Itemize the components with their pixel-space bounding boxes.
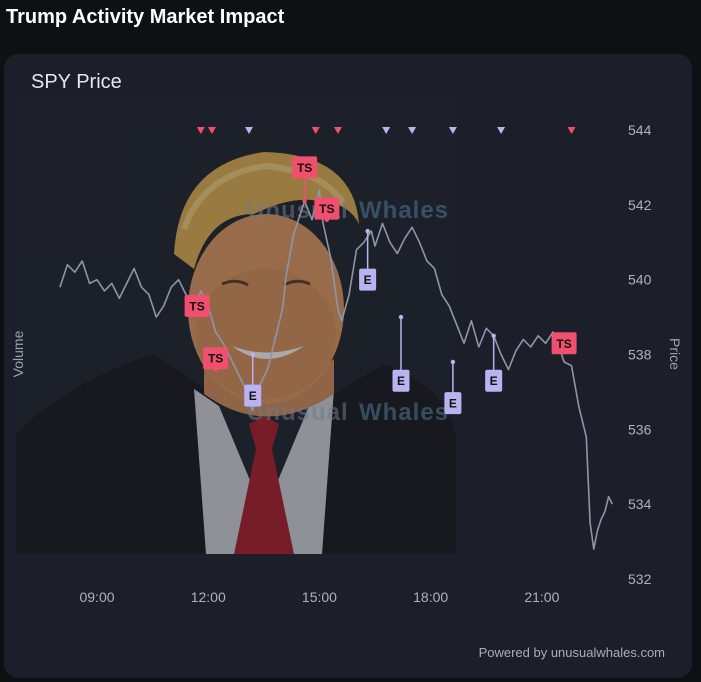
e-event-badge[interactable]: E (244, 352, 262, 407)
ts-marker-triangle[interactable] (207, 127, 216, 134)
event-badge-box (244, 384, 262, 407)
event-badge-box (184, 294, 210, 317)
ts-marker-triangle[interactable] (333, 127, 342, 134)
x-tick-label: 21:00 (524, 589, 559, 605)
ts-marker-triangle[interactable] (196, 127, 205, 134)
x-tick-label: 15:00 (302, 589, 337, 605)
x-tick-label: 09:00 (79, 589, 114, 605)
y-tick-label: 540 (628, 272, 652, 288)
y-tick-label: 544 (628, 122, 652, 138)
event-point (450, 359, 456, 365)
watermark-whales-top: Whales (359, 197, 449, 224)
e-marker-triangle[interactable] (382, 127, 391, 134)
event-badge-label: TS (189, 299, 204, 313)
event-badge-box (359, 268, 377, 291)
chart-card: Unusual Whales Unusual Whales Volume Pri… (4, 54, 692, 678)
event-badge-label: TS (208, 352, 223, 366)
event-point (398, 314, 404, 320)
event-badge-label: TS (297, 161, 312, 175)
ts-event-badge[interactable]: TS (292, 156, 318, 204)
y-tick-label: 536 (628, 421, 652, 437)
event-badge-box (485, 369, 503, 392)
e-marker-triangle[interactable] (448, 127, 457, 134)
event-badge-box (444, 392, 462, 415)
x-tick-label: 12:00 (191, 589, 226, 605)
event-badge-label: E (249, 389, 257, 403)
ts-event-badge[interactable]: TS (314, 197, 340, 222)
event-badges: TS TS E TS TS E E E E TS (184, 156, 577, 415)
price-line-group (59, 189, 614, 550)
spy-price-chart: Unusual Whales Unusual Whales Volume Pri… (10, 94, 683, 605)
ts-event-badge[interactable]: TS (184, 294, 210, 317)
y-tick-label: 532 (628, 571, 652, 587)
watermark-whales-bottom: Whales (359, 399, 449, 426)
chart-title: SPY Price (31, 71, 122, 93)
event-badge-label: TS (556, 337, 571, 351)
spy-price-line (59, 189, 614, 550)
event-badge-box (203, 347, 229, 370)
event-badge-label: E (449, 397, 457, 411)
trump-photo-image (16, 94, 456, 554)
y-axis-ticks: 532 534 536 538 540 542 544 (628, 122, 652, 587)
x-tick-label: 18:00 (413, 589, 448, 605)
ts-event-badge[interactable]: TS (203, 347, 229, 372)
event-badge-label: E (364, 273, 372, 287)
powered-by-footer[interactable]: Powered by unusualwhales.com (478, 645, 665, 660)
event-badge-box (314, 197, 340, 220)
event-point (491, 333, 496, 338)
event-badge-label: TS (319, 202, 334, 216)
price-axis-title: Price (667, 338, 683, 370)
page-title: Trump Activity Market Impact (6, 6, 285, 28)
event-badge-box (392, 369, 410, 392)
event-badge-label: E (490, 374, 498, 388)
event-badge-label: E (397, 374, 405, 388)
event-badge-box (292, 156, 318, 179)
event-badge-box (551, 332, 577, 355)
watermark-unusual-bottom: Unusual (247, 399, 349, 426)
e-event-badge[interactable]: E (444, 359, 462, 415)
photo-tint (16, 94, 456, 554)
ts-marker-triangle[interactable] (567, 127, 576, 134)
event-point (250, 352, 255, 357)
top-markers (196, 127, 576, 134)
event-point (365, 228, 370, 234)
event-point (302, 198, 307, 204)
y-tick-label: 542 (628, 197, 652, 213)
y-tick-label: 538 (628, 347, 652, 363)
e-marker-triangle[interactable] (245, 127, 254, 134)
e-event-badge[interactable]: E (392, 314, 410, 392)
e-marker-triangle[interactable] (408, 127, 417, 134)
e-event-badge[interactable]: E (359, 228, 377, 291)
x-axis-ticks: 09:00 12:00 15:00 18:00 21:00 (79, 589, 559, 605)
ts-event-badge[interactable]: TS (551, 332, 577, 355)
ts-marker-triangle[interactable] (311, 127, 320, 134)
e-marker-triangle[interactable] (497, 127, 506, 134)
volume-axis-title: Volume (10, 330, 26, 377)
y-tick-label: 534 (628, 496, 652, 512)
e-event-badge[interactable]: E (485, 333, 503, 392)
